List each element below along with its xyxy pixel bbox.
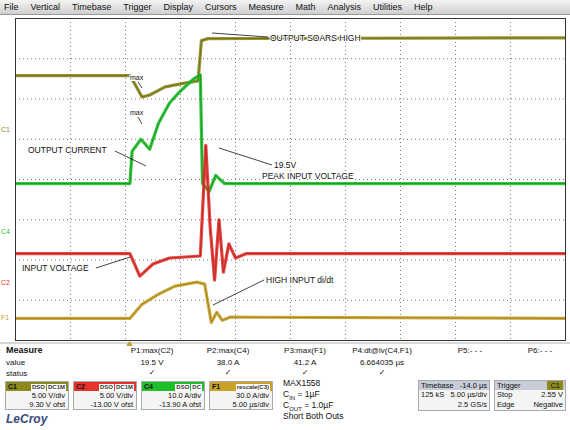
html-text:value: value [6, 358, 26, 367]
html-text:2.5 GS/s: 2.5 GS/s [457, 400, 487, 409]
html-text:C2: C2 [76, 383, 85, 390]
html-text:DC1M: DC1M [48, 383, 65, 390]
html-text:5.00 V/div: 5.00 V/div [31, 391, 65, 400]
html-text:MAX1558: MAX1558 [283, 378, 321, 388]
html-text:-14.0 µs: -14.0 µs [459, 381, 487, 390]
html-text:5.00 V/div: 5.00 V/div [99, 391, 133, 400]
html-text:Vertical: Vertical [30, 2, 60, 12]
html-text:9.30 V ofst: 9.30 V ofst [29, 400, 65, 409]
html-text:6.664035 µs: 6.664035 µs [359, 358, 405, 367]
html-text:P2:max(C4): P2:max(C4) [206, 346, 250, 355]
svg-text:C4: C4 [1, 228, 10, 235]
svg-text:HIGH INPUT di/dt: HIGH INPUT di/dt [266, 275, 334, 285]
svg-text:PEAK INPUT VOLTAGE: PEAK INPUT VOLTAGE [262, 171, 354, 181]
html-text:P3:max(F1): P3:max(F1) [284, 346, 326, 355]
html-text:5.00 µs/div: 5.00 µs/div [450, 390, 487, 399]
html-text:File: File [4, 2, 19, 12]
html-text:-13.90 A ofst: -13.90 A ofst [159, 400, 201, 409]
svg-text:max: max [130, 74, 144, 81]
html-text:P6:- - -: P6:- - - [527, 346, 553, 355]
html-text:10.0 A/div: 10.0 A/div [168, 391, 201, 400]
svg-text:C2: C2 [1, 279, 10, 286]
html-text:DSO: DSO [32, 383, 45, 390]
html-text:38.0 A: 38.0 A [216, 358, 240, 367]
html-text:30.0 A/div: 30.0 A/div [236, 391, 269, 400]
html-text:Cursors: Cursors [204, 2, 237, 12]
html-text:Measure: Measure [248, 2, 284, 12]
html-text:COUT= 1.0µF: COUT= 1.0µF [283, 400, 334, 412]
html-text:Display: Display [163, 2, 193, 12]
svg-text:OUTPUT SOARS HIGH: OUTPUT SOARS HIGH [270, 33, 361, 43]
svg-text:INPUT VOLTAGE: INPUT VOLTAGE [22, 263, 89, 273]
html-text:2.55 V: 2.55 V [541, 390, 563, 399]
html-text:Trigger: Trigger [497, 381, 521, 390]
html-text:19.5 V: 19.5 V [140, 358, 164, 367]
html-text:F1: F1 [212, 383, 221, 390]
html-text:Utilities: Utilities [373, 2, 402, 12]
html-text:CIN= 1µF: CIN= 1µF [283, 389, 320, 401]
html-text:5.00 µs/div: 5.00 µs/div [232, 400, 269, 409]
html-text:Measure: Measure [6, 345, 43, 355]
html-text:125 kS: 125 kS [421, 390, 445, 399]
html-text:Trigger: Trigger [123, 2, 152, 12]
html-text:P1:max(C2): P1:max(C2) [130, 346, 174, 355]
html-text:Math: Math [295, 2, 316, 12]
html-text:Help: Help [414, 2, 433, 12]
html-text:Analysis: Analysis [327, 2, 361, 12]
html-text:P4:dt@lv(C4,F1): P4:dt@lv(C4,F1) [352, 346, 412, 355]
html-text:41.2 A: 41.2 A [293, 358, 317, 367]
html-text:P5:- - -: P5:- - - [457, 346, 483, 355]
svg-text:19.5V: 19.5V [274, 160, 297, 170]
svg-text:max: max [130, 109, 144, 116]
html-text:Timebase: Timebase [72, 2, 112, 12]
html-text:C1: C1 [550, 381, 560, 390]
html-text:LeCroy: LeCroy [6, 412, 48, 426]
html-text:rescale(C3): rescale(C3) [236, 383, 269, 390]
html-text:DSO DC: DSO DC [176, 383, 201, 390]
html-text:DSO: DSO [100, 383, 113, 390]
html-text:C1: C1 [8, 383, 17, 390]
html-text:DC1M: DC1M [116, 383, 133, 390]
html-text:Edge: Edge [497, 400, 515, 409]
svg-text:F1: F1 [1, 314, 9, 321]
html-text:Stop: Stop [497, 390, 513, 399]
html-text:Short Both Outs: Short Both Outs [283, 411, 344, 421]
svg-text:OUTPUT CURRENT: OUTPUT CURRENT [28, 145, 107, 155]
html-text:Timebase: Timebase [421, 381, 454, 390]
svg-text:C1: C1 [1, 126, 10, 133]
html-text:Negative: Negative [533, 400, 563, 409]
html-text:-13.00 V ofst: -13.00 V ofst [90, 400, 133, 409]
html-text:C4: C4 [144, 383, 153, 390]
html-text:status: status [6, 369, 28, 378]
